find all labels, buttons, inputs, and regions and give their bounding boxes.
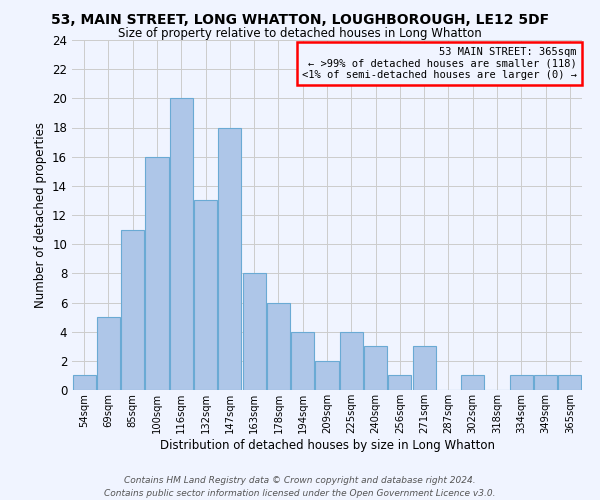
Text: 53, MAIN STREET, LONG WHATTON, LOUGHBOROUGH, LE12 5DF: 53, MAIN STREET, LONG WHATTON, LOUGHBORO…: [51, 12, 549, 26]
Bar: [218, 128, 241, 390]
Bar: [559, 376, 581, 390]
Bar: [194, 200, 217, 390]
Bar: [316, 361, 338, 390]
Bar: [121, 230, 144, 390]
Bar: [73, 376, 95, 390]
Bar: [97, 317, 120, 390]
Bar: [340, 332, 363, 390]
Bar: [388, 376, 412, 390]
Text: 53 MAIN STREET: 365sqm
← >99% of detached houses are smaller (118)
<1% of semi-d: 53 MAIN STREET: 365sqm ← >99% of detache…: [302, 47, 577, 80]
Y-axis label: Number of detached properties: Number of detached properties: [34, 122, 47, 308]
Bar: [291, 332, 314, 390]
Bar: [534, 376, 557, 390]
Bar: [267, 302, 290, 390]
Bar: [364, 346, 387, 390]
X-axis label: Distribution of detached houses by size in Long Whatton: Distribution of detached houses by size …: [160, 438, 494, 452]
Bar: [510, 376, 533, 390]
Bar: [413, 346, 436, 390]
Bar: [461, 376, 484, 390]
Bar: [145, 156, 169, 390]
Text: Size of property relative to detached houses in Long Whatton: Size of property relative to detached ho…: [118, 28, 482, 40]
Bar: [242, 274, 266, 390]
Bar: [170, 98, 193, 390]
Text: Contains HM Land Registry data © Crown copyright and database right 2024.
Contai: Contains HM Land Registry data © Crown c…: [104, 476, 496, 498]
